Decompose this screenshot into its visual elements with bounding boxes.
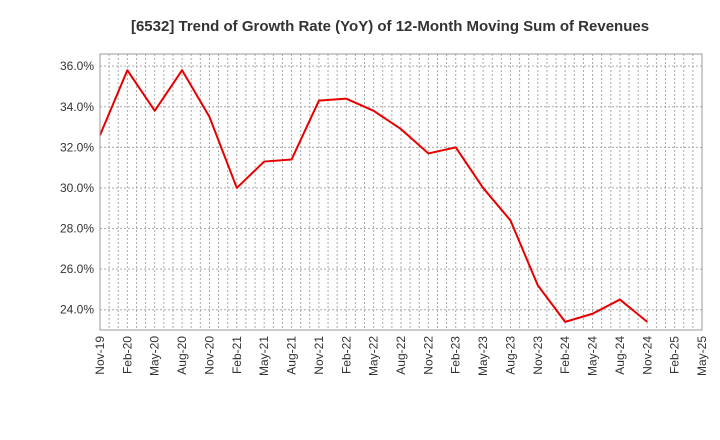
x-axis: Nov-19 Feb-20 May-20 Aug-20 Nov-20 Feb-21 May-… [93, 336, 709, 376]
y-tick-label: 26.0% [60, 262, 94, 276]
x-tick-label: Aug-22 [394, 336, 408, 375]
x-tick-label: Nov-24 [640, 336, 654, 375]
x-tick-label: Aug-21 [285, 336, 299, 375]
y-tick-label: 34.0% [60, 100, 94, 114]
x-tick-label: May-23 [476, 336, 490, 376]
x-tick-label: Nov-20 [202, 336, 216, 375]
y-tick-label: 30.0% [60, 181, 94, 195]
x-tick-label: Feb-21 [230, 336, 244, 374]
x-tick-label: Feb-22 [339, 336, 353, 374]
x-tick-label: Nov-19 [93, 336, 107, 375]
x-tick-label: Feb-24 [558, 336, 572, 374]
x-tick-label: Feb-20 [120, 336, 134, 374]
x-tick-label: May-22 [367, 336, 381, 376]
series-line [99, 69, 648, 323]
y-tick-label: 32.0% [60, 140, 94, 154]
y-tick-label: 28.0% [60, 222, 94, 236]
x-tick-label: May-21 [257, 336, 271, 376]
y-axis: 24.0% 26.0% 28.0% 30.0% 32.0% 34.0% 36.0% [60, 59, 94, 317]
series-lines [99, 69, 648, 323]
x-tick-label: May-25 [695, 336, 709, 376]
grid [99, 54, 703, 330]
x-tick-label: Nov-21 [312, 336, 326, 375]
y-tick-label: 24.0% [60, 303, 94, 317]
x-tick-label: Nov-22 [421, 336, 435, 375]
plot-frame [99, 53, 703, 331]
x-tick-label: May-20 [148, 336, 162, 376]
x-tick-label: Aug-23 [503, 336, 517, 375]
chart-title: [6532] Trend of Growth Rate (YoY) of 12-… [131, 18, 649, 35]
x-tick-label: Feb-23 [449, 336, 463, 374]
x-tick-label: Aug-20 [175, 336, 189, 375]
y-tick-label: 36.0% [60, 59, 94, 73]
x-tick-label: Nov-23 [531, 336, 545, 375]
x-tick-label: May-24 [586, 336, 600, 376]
x-tick-label: Feb-25 [668, 336, 682, 374]
x-tick-label: Aug-24 [613, 336, 627, 375]
